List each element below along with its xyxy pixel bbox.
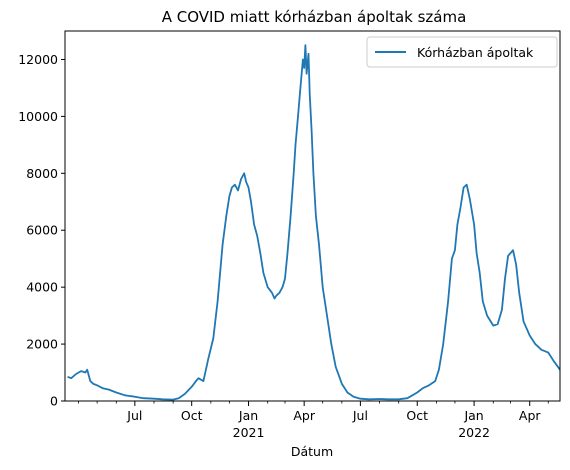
y-tick-label: 4000 <box>26 280 58 295</box>
legend-box <box>366 36 558 68</box>
plot-area <box>64 30 561 402</box>
y-tick-label: 8000 <box>26 166 58 181</box>
x-tick-label: Apr <box>519 408 541 423</box>
y-tick-label: 2000 <box>26 337 58 352</box>
x-tick-label: Jan <box>238 408 258 423</box>
axes-frame <box>64 30 561 402</box>
y-tick-label: 12000 <box>18 52 58 67</box>
legend-label: Kórházban ápoltak <box>417 45 534 60</box>
y-tick-label: 0 <box>50 394 58 409</box>
y-tick-label: 6000 <box>26 223 58 238</box>
x-tick-label: Jul <box>126 408 142 423</box>
series-line-0 <box>67 44 561 401</box>
x-axis: Jul Oct Jan 2021 Apr Jul Oct Jan 2022 Apr <box>78 401 549 440</box>
x-tick-label: Oct <box>181 408 203 423</box>
chart-title: A COVID miatt kórházban ápoltak száma <box>162 8 467 26</box>
y-axis: 0 2000 4000 6000 8000 10000 12000 <box>18 52 65 409</box>
legend: Kórházban ápoltak <box>366 36 558 68</box>
x-tick-label: Apr <box>293 408 315 423</box>
x-axis-title: Dátum <box>291 444 333 459</box>
x-tick-year-label: 2021 <box>233 425 265 440</box>
y-tick-label: 10000 <box>18 109 58 124</box>
x-tick-label: Oct <box>406 408 428 423</box>
x-tick-label: Jan <box>463 408 483 423</box>
x-tick-label: Jul <box>352 408 368 423</box>
x-tick-year-label: 2022 <box>458 425 490 440</box>
